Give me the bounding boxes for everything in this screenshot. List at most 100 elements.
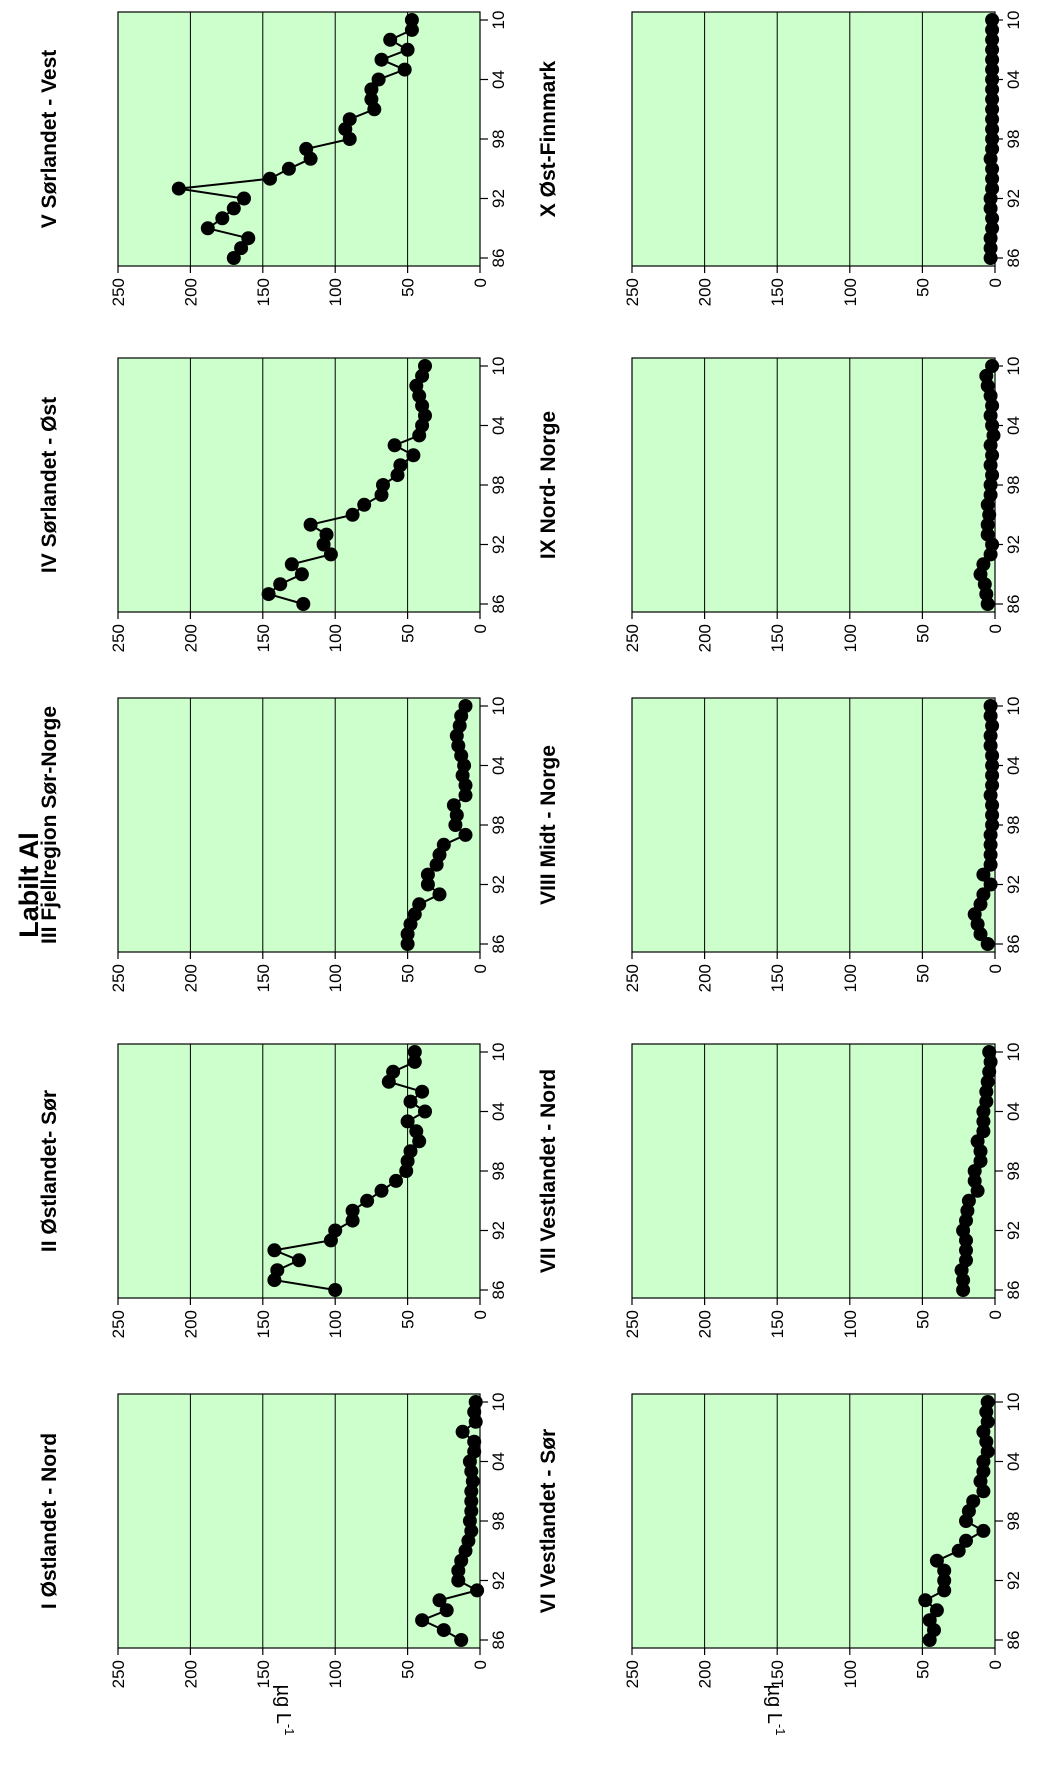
data-point [432,1593,447,1608]
value-tick-label: 150 [254,964,273,992]
data-point [985,768,1000,783]
data-point [985,42,1000,57]
time-tick-label: 92 [489,875,508,894]
data-point [446,798,461,813]
data-point [171,181,186,196]
time-tick-label: 92 [489,1221,508,1240]
time-tick-label: 98 [1004,1512,1023,1531]
time-tick-label: 10 [1004,11,1023,30]
data-point [267,1243,282,1258]
data-point [237,191,251,206]
value-tick-label: 200 [696,278,715,306]
plot-area [631,357,996,613]
panel-title: IV Sørlandet - Øst [38,397,61,573]
data-point [937,1573,952,1588]
plot-area [631,11,996,267]
data-point [400,42,415,57]
time-tick-label: 04 [1004,1102,1023,1121]
data-point [918,1593,933,1608]
value-tick-label: 100 [326,1660,345,1688]
data-point [458,699,473,713]
data-point [374,52,389,67]
data-point [976,557,991,572]
value-tick-label: 100 [841,1660,860,1688]
data-point [929,1553,944,1568]
time-tick-label: 10 [1004,697,1023,716]
value-tick-label: 150 [254,1310,273,1338]
data-point [959,1253,973,1268]
data-point [374,1183,389,1198]
time-tick-label: 10 [489,11,508,30]
data-point [386,1064,401,1079]
value-tick-label: 0 [471,624,490,633]
value-tick-label: 50 [399,278,418,297]
data-point [241,231,256,246]
data-point [922,1613,937,1628]
data-point [400,937,415,951]
data-point [467,1444,482,1459]
data-point [226,201,241,216]
value-tick-label: 250 [623,1310,642,1338]
data-point [976,867,991,882]
data-point [985,808,1000,823]
data-point [407,1045,422,1059]
data-point [389,1173,403,1188]
data-point [415,1613,430,1628]
data-point [959,1243,973,1258]
panel-title: IX Nord- Norge [537,411,560,559]
data-point [400,1114,415,1129]
time-tick-label: 04 [1004,1452,1023,1471]
data-point [985,102,1000,117]
time-tick-label: 98 [489,1162,508,1181]
data-point [985,181,1000,196]
time-tick-label: 86 [489,595,508,614]
value-tick-label: 0 [986,1660,1005,1669]
data-point [436,837,451,852]
data-point [345,1213,360,1228]
time-tick-label: 92 [1004,1221,1023,1240]
data-point [263,171,277,186]
data-point [966,1494,981,1509]
data-point [303,517,318,532]
data-point [273,577,288,592]
data-point [976,1124,991,1139]
time-tick-label: 98 [489,816,508,835]
data-point [951,1543,966,1558]
data-point [342,112,357,127]
time-tick-label: 10 [489,1393,508,1412]
plot-area [117,1393,481,1649]
data-point [215,211,230,226]
value-tick-label: 50 [913,1310,932,1329]
data-point [985,32,1000,47]
value-tick-label: 250 [109,278,128,306]
time-tick-label: 10 [1004,357,1023,376]
data-point [420,877,435,892]
data-point [983,877,998,892]
time-tick-label: 86 [489,1631,508,1650]
data-point [345,507,360,522]
time-tick-label: 86 [489,935,508,954]
data-point [983,201,998,216]
data-point [393,458,408,473]
data-point [323,547,338,562]
data-point [985,758,1000,773]
panel-viii: 0 50 100 150 200 250 86 92 98 04 10 VIII Midt - Nor… [537,697,1023,993]
plot-area [631,697,996,953]
data-point [299,141,314,156]
value-tick-label: 0 [986,1310,1005,1319]
value-tick-label: 50 [913,964,932,983]
value-tick-label: 50 [913,1660,932,1679]
data-point [973,1154,988,1169]
data-point [451,1573,466,1588]
value-tick-label: 0 [471,278,490,287]
data-point [967,1173,982,1188]
data-point [464,1504,479,1519]
value-tick-label: 200 [181,278,200,306]
data-point [985,82,1000,97]
panel-vi: 0 50 100 150 200 250 86 92 98 04 10 VI Vestlandet -… [537,1393,1023,1689]
time-tick-label: 92 [489,189,508,208]
data-point [985,62,1000,77]
data-point [418,359,432,373]
data-point [418,1104,432,1119]
value-tick-label: 200 [181,964,200,992]
